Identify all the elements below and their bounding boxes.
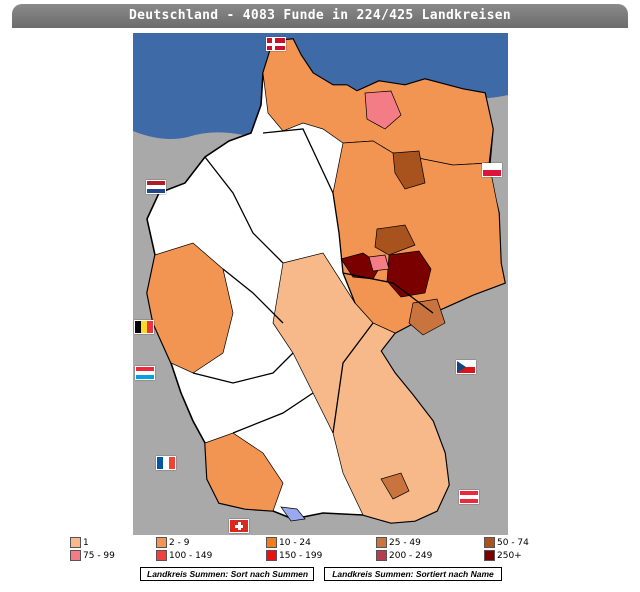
france-flag [156,456,176,470]
legend-item: 25 - 49 [376,537,421,549]
legend-swatch [70,550,81,561]
luxembourg-flag [135,366,155,380]
legend-item: 2 - 9 [156,537,189,549]
region-west[interactable] [146,242,234,374]
state-borders [192,128,434,434]
legend-label: 100 - 149 [169,551,213,561]
hotspot-south[interactable] [380,472,410,500]
legend-label: 200 - 249 [389,551,433,561]
legend-swatch [266,550,277,561]
switzerland-flag [229,519,249,533]
hotspot-saale[interactable] [368,254,390,272]
hotspot-rostock[interactable] [364,90,402,130]
legend-swatch [156,550,167,561]
legend-label: 25 - 49 [389,538,421,548]
legend-label: 150 - 199 [279,551,323,561]
region-southwest[interactable] [204,432,284,512]
czech-flag [456,360,476,374]
legend-item: 75 - 99 [70,550,115,562]
poland-flag [482,163,502,177]
sort-by-sum-button[interactable]: Landkreis Summen: Sort nach Summen [140,567,314,581]
legend-swatch [266,537,277,548]
germany-map[interactable] [133,33,508,535]
legend-swatch [484,537,495,548]
denmark-flag [266,37,286,51]
legend-label: 50 - 74 [497,538,529,548]
map-svg[interactable] [133,33,508,535]
hotspot-altmark[interactable] [392,150,426,190]
hotspot-dresden[interactable] [408,298,446,336]
legend-label: 250+ [497,551,522,561]
legend-label: 1 [83,538,89,548]
map-title: Deutschland - 4083 Funde in 224/425 Land… [12,4,628,28]
legend-swatch [156,537,167,548]
legend-label: 75 - 99 [83,551,115,561]
legend-item: 150 - 199 [266,550,322,562]
sort-by-name-button[interactable]: Landkreis Summen: Sortiert nach Name [324,567,502,581]
legend: 1 2 - 9 10 - 24 25 - 49 50 - 74 75 - 99 … [68,537,588,563]
legend-item: 50 - 74 [484,537,529,549]
legend-item: 1 [70,537,89,549]
hotspot-wittenberg[interactable] [374,224,416,256]
legend-item: 100 - 149 [156,550,212,562]
region-central[interactable] [272,252,450,524]
legend-label: 10 - 24 [279,538,311,548]
legend-swatch [376,537,387,548]
belgium-flag [134,320,154,334]
hotspot-leipzig[interactable] [386,250,432,298]
legend-swatch [70,537,81,548]
bodensee [280,506,306,522]
legend-item: 200 - 249 [376,550,432,562]
legend-label: 2 - 9 [169,538,190,548]
netherlands-flag [146,180,166,194]
legend-swatch [484,550,495,561]
legend-item: 10 - 24 [266,537,311,549]
austria-flag [459,490,479,504]
legend-item: 250+ [484,550,522,562]
legend-swatch [376,550,387,561]
